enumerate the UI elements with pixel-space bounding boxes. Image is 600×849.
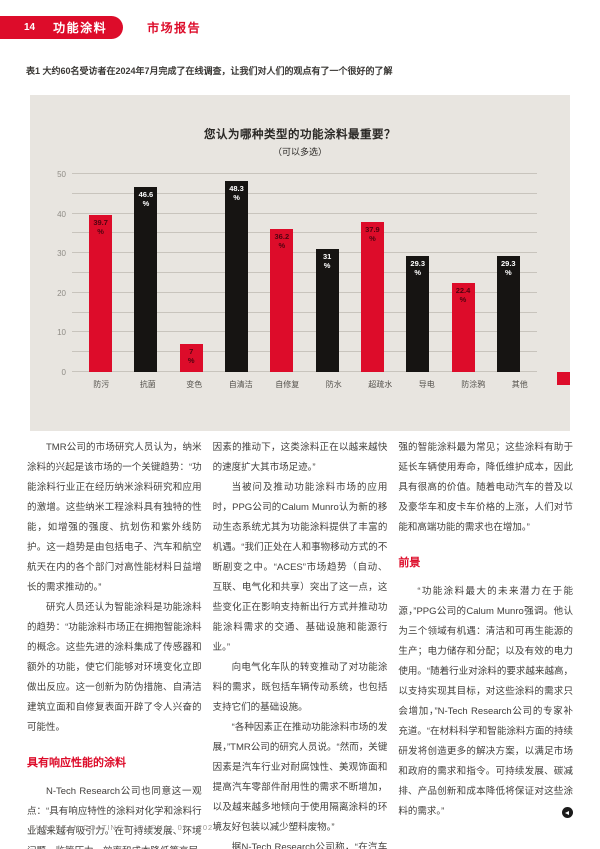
bar: 37.9%: [360, 221, 384, 372]
y-axis-tick-label: 10: [57, 328, 66, 338]
page-header: 14 功能涂料 市场报告: [0, 16, 201, 39]
bar-value-label: 37.9%: [365, 224, 380, 243]
chart-title: 您认为哪种类型的功能涂料最重要？: [204, 129, 396, 141]
red-corner-accent: [557, 372, 570, 385]
journal-footer: EUROPEAN COATINGS JOURNAL 09 - 2024: [30, 823, 219, 832]
section-title: 功能涂料: [53, 21, 108, 35]
bar-slot: 48.3%: [214, 174, 259, 372]
bar-value-label: 39.7%: [93, 217, 108, 236]
bar: 29.3%: [496, 255, 520, 372]
text-column-2: 因素的推动下，这类涂料正在以越来越快的速度扩大其市场足迹。” 当被问及推动功能涂料…: [213, 438, 388, 849]
plot-area: 0 10 20 30 40 50 39.7% 46.6% 7% 48.3% 36.2% 31% 37.9…: [57, 170, 537, 377]
bar-value-label: 22.4%: [455, 286, 471, 305]
bar-value-label: 29.3%: [410, 258, 426, 277]
y-axis-tick-label: 50: [57, 170, 66, 179]
bar-slot: 31%: [304, 174, 349, 372]
bar-slot: 7%: [169, 174, 214, 372]
left-arrow-glyph: [565, 810, 570, 815]
bar-value-label: 7%: [187, 347, 195, 366]
y-axis-tick-label: 0: [61, 368, 66, 377]
bar-value-label: 31%: [322, 252, 332, 271]
bar-slot: 29.3%: [395, 174, 440, 372]
category-label: 抗菌: [139, 380, 156, 389]
text-column-3: 强的智能涂料最为常见；这些涂料有助于延长车辆使用寿命，降低维护成本，因此具有很高…: [398, 438, 574, 849]
bar: 46.6%: [134, 187, 158, 372]
category-axis: 防污 抗菌 变色 自清洁 自修复 防水 超疏水 导电 防涂鸦 其他: [72, 379, 549, 390]
sub-heading: 前景: [398, 557, 421, 569]
gridline: [72, 311, 537, 313]
category-label: 防涂鸦: [461, 380, 486, 389]
page-number-banner: 14 功能涂料: [0, 16, 124, 39]
bar: 39.7%: [89, 214, 113, 372]
y-axis-tick-label: 20: [57, 288, 66, 298]
category-label: 其他: [511, 380, 528, 389]
bar: 31%: [315, 249, 339, 372]
gridline: [72, 232, 537, 234]
bar: 36.2%: [270, 228, 294, 372]
category-label: 防水: [325, 380, 342, 389]
gridline: [72, 351, 537, 353]
paragraph: 因素的推动下，这类涂料正在以越来越快的速度扩大其市场足迹。”: [212, 442, 388, 473]
bar-value-label: 46.6%: [138, 190, 154, 209]
paragraph: 当被问及推动功能涂料市场的应用时，PPG公司的Calum Munro认为新的移动…: [212, 482, 388, 653]
bar-slot: 29.3%: [486, 174, 531, 372]
bars-row: 39.7% 46.6% 7% 48.3% 36.2% 31% 37.9% 29.3% 22.4%…: [72, 174, 537, 372]
paragraph: 向电气化车队的转变推动了对功能涂料的需求，既包括车辆传动系统，也包括支持它们的基…: [212, 662, 388, 713]
figure-caption: 表1 大约60名受访者在2024年7月完成了在线调查，让我们对人们的观点有了一个…: [26, 66, 393, 76]
text-column-1: TMR公司的市场研究人员认为，纳米涂料的兴起是该市场的一个关键趋势：“功能涂料行…: [27, 438, 202, 849]
bar: 48.3%: [225, 180, 249, 372]
bar-value-label: 48.3%: [229, 183, 244, 202]
bar: 29.3%: [406, 255, 430, 372]
bar: 7%: [179, 344, 203, 372]
article-body: TMR公司的市场研究人员认为，纳米涂料的兴起是该市场的一个关键趋势：“功能涂料行…: [27, 438, 574, 849]
chart-panel: 您认为哪种类型的功能涂料最重要？ （可以多选） 0 10 20 30 40 50 39.7%…: [30, 95, 570, 431]
category-label: 自清洁: [228, 380, 253, 389]
bar-value-label: 29.3%: [501, 258, 516, 277]
gridline: [72, 291, 537, 293]
bar-slot: 37.9%: [350, 174, 395, 372]
gridline: [72, 173, 537, 174]
paragraph: “功能涂料最大的未来潜力在于能源，”PPG公司的Calum Munro强调。他认…: [398, 586, 574, 818]
bar-slot: 36.2%: [259, 174, 304, 372]
bar-slot: 46.6%: [123, 174, 168, 372]
gridline: [72, 212, 537, 214]
paragraph: 强的智能涂料最为常见；这些涂料有助于延长车辆使用寿命，降低维护成本，因此具有很高…: [398, 442, 574, 533]
sub-heading: 具有响应性能的涂料: [27, 757, 126, 769]
bar-slot: 22.4%: [440, 174, 485, 372]
paragraph: N-Tech Research公司也同意这一观点：“具有响应特性的涂料对化学和涂…: [27, 786, 202, 849]
paragraph: “各种因素正在推动功能涂料市场的发展，”TMR公司的研究人员说。“然而，关键因素…: [212, 722, 388, 833]
gridline: [72, 331, 537, 333]
bar-value-label: 36.2%: [274, 231, 290, 250]
chart-subtitle: （可以多选）: [272, 147, 327, 157]
category-label: 变色: [186, 380, 203, 389]
bar-slot: 39.7%: [78, 174, 123, 372]
y-axis-tick-label: 40: [57, 209, 66, 219]
y-axis-tick-label: 30: [57, 249, 66, 259]
category-label: 防污: [93, 380, 110, 389]
gridline: [72, 272, 537, 273]
category-label: 自修复: [275, 380, 300, 389]
paragraph: 据N-Tech Research公司称，“在汽车行业，防腐蚀、自修复、自清洁和美…: [231, 842, 388, 849]
gridline: [72, 252, 537, 254]
bar: 22.4%: [451, 283, 475, 372]
end-of-article-icon: [562, 807, 574, 818]
paragraph: TMR公司的市场研究人员认为，纳米涂料的兴起是该市场的一个关键趋势：“功能涂料行…: [27, 442, 202, 593]
paragraph: 研究人员还认为智能涂料是功能涂料的趋势：“功能涂料市场正在拥抱智能涂料的概念。这…: [27, 602, 202, 733]
category-label: 超疏水: [368, 380, 393, 389]
page-number: 14: [24, 22, 36, 33]
gridline: [72, 371, 537, 372]
gridline: [72, 192, 537, 194]
section-tag: 市场报告: [147, 21, 202, 35]
category-label: 导电: [418, 380, 435, 389]
